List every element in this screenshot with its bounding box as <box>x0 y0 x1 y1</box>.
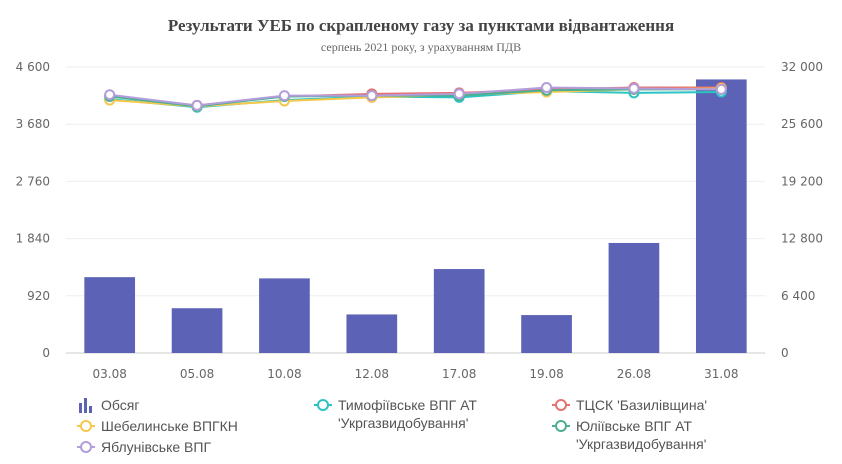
x-tick-label: 03.08 <box>93 367 127 381</box>
series-point <box>191 99 203 111</box>
series-point <box>715 83 727 95</box>
x-tick-label: 31.08 <box>704 367 738 381</box>
line-marker-icon <box>77 441 95 453</box>
bar <box>171 308 223 353</box>
legend-item-shebelynske[interactable]: Шебелинське ВПГКН <box>77 417 238 435</box>
legend-label: Шебелинське ВПГКН <box>101 418 238 434</box>
y-left-tick-label: 3 680 <box>16 117 50 131</box>
x-tick-label: 19.08 <box>529 367 563 381</box>
series-point <box>366 90 378 102</box>
bar <box>433 269 485 353</box>
y-left-tick-label: 920 <box>27 289 50 303</box>
series-point <box>104 89 116 101</box>
legend-label: Юліївське ВПГ АТ 'Укргазвидобування' <box>576 418 707 452</box>
chart-canvas: Результати УЕБ по скрапленому газу за пу… <box>16 16 823 381</box>
legend-item-yuliivske[interactable]: Юліївське ВПГ АТ 'Укргазвидобування' <box>552 417 706 453</box>
y-left-tick-label: 4 600 <box>16 60 50 74</box>
line-marker-icon <box>77 420 95 432</box>
series-point <box>278 90 290 102</box>
y-left-tick-label: 2 760 <box>16 174 50 188</box>
y-left-tick-label: 1 840 <box>16 232 50 246</box>
gridlines <box>66 66 765 354</box>
legend-label: Обсяг <box>101 397 140 413</box>
x-tick-label: 10.08 <box>267 367 301 381</box>
series-point <box>541 82 553 94</box>
line-marker-icon <box>314 399 332 411</box>
bar <box>346 314 398 353</box>
line-marker-icon <box>552 420 570 432</box>
bar-series <box>84 79 747 353</box>
bar-chart-icon <box>79 398 92 413</box>
legend-item-tymofiivske[interactable]: Тимофіївське ВПГ АТ 'Укргазвидобування' <box>314 396 477 432</box>
y-right-tick-label: 19 200 <box>781 174 823 188</box>
line-series-group <box>104 82 727 113</box>
legend-item-bazylivshchyna[interactable]: ТЦСК 'Базилівщина' <box>552 396 707 414</box>
series-point <box>628 82 640 94</box>
legend-item-yablunivske[interactable]: Яблунівське ВПГ <box>77 438 211 456</box>
y-right-tick-label: 0 <box>781 346 789 360</box>
legend-label: Тимофіївське ВПГ АТ 'Укргазвидобування' <box>338 397 477 431</box>
chart-title: Результати УЕБ по скрапленому газу за пу… <box>168 16 674 35</box>
y-right-tick-label: 12 800 <box>781 232 823 246</box>
legend-label: Яблунівське ВПГ <box>101 439 212 455</box>
series-line <box>109 86 722 107</box>
bar <box>695 79 747 353</box>
x-tick-label: 26.08 <box>617 367 651 381</box>
x-tick-label: 05.08 <box>180 367 214 381</box>
y-right-tick-label: 6 400 <box>781 289 815 303</box>
series-point <box>453 88 465 100</box>
bar <box>521 315 572 353</box>
legend-item-volume[interactable]: Обсяг <box>77 396 139 414</box>
line-marker-icon <box>552 399 570 411</box>
bar <box>259 278 310 353</box>
x-tick-label: 17.08 <box>442 367 476 381</box>
y-left-tick-label: 0 <box>42 346 50 360</box>
legend: Обсяг Шебелинське ВПГКН Яблунівське ВПГ … <box>0 390 842 464</box>
y-right-tick-label: 25 600 <box>781 117 823 131</box>
x-tick-label: 12.08 <box>355 367 389 381</box>
bar <box>84 277 136 353</box>
axes: 0 0 920 6 400 1 840 12 800 2 760 19 200 3 680 25 … <box>16 60 823 381</box>
legend-label: ТЦСК 'Базилівщина' <box>576 397 708 413</box>
y-right-tick-label: 32 000 <box>781 60 823 74</box>
chart-subtitle: серпень 2021 року, з урахуванням ПДВ <box>321 40 521 54</box>
bar <box>608 242 660 353</box>
